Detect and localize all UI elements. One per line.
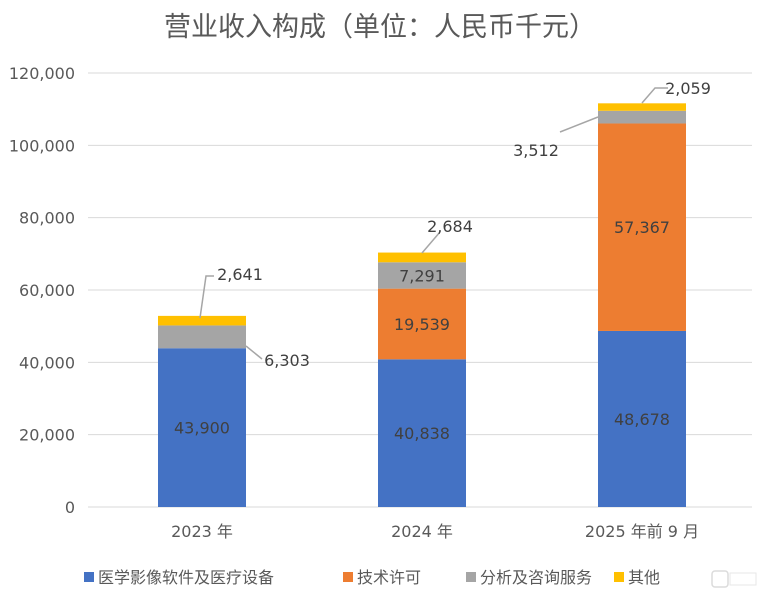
legend-swatch xyxy=(466,572,476,582)
legend-label: 其他 xyxy=(628,568,660,587)
data-label: 6,303 xyxy=(264,351,310,370)
bar-segment xyxy=(378,252,466,263)
data-label: 2,059 xyxy=(665,79,711,98)
legend-label: 医学影像软件及医疗设备 xyxy=(98,568,274,587)
y-tick-label: 60,000 xyxy=(19,281,75,300)
data-label: 2,684 xyxy=(427,217,473,236)
x-tick-label: 2024 年 xyxy=(391,522,453,541)
y-tick-label: 120,000 xyxy=(9,64,75,83)
y-tick-label: 80,000 xyxy=(19,209,75,228)
legend-label: 分析及咨询服务 xyxy=(480,568,592,587)
data-label: 43,900 xyxy=(174,419,230,438)
bar-segment xyxy=(598,103,686,111)
chart-title: 营业收入构成（单位：人民币千元） xyxy=(164,12,596,43)
x-tick-label: 2023 年 xyxy=(171,522,233,541)
bar-segment xyxy=(158,315,246,326)
y-tick-label: 40,000 xyxy=(19,353,75,372)
bar-segment xyxy=(598,110,686,124)
data-label: 57,367 xyxy=(614,218,670,237)
data-label: 19,539 xyxy=(394,315,450,334)
data-label: 3,512 xyxy=(513,141,559,160)
data-label: 40,838 xyxy=(394,424,450,443)
x-tick-label: 2025 年前 9 月 xyxy=(585,522,699,541)
legend-swatch xyxy=(84,572,94,582)
y-tick-label: 20,000 xyxy=(19,426,75,445)
bar-segment xyxy=(378,359,466,507)
data-label: 48,678 xyxy=(614,410,670,429)
legend-swatch xyxy=(343,572,353,582)
legend-swatch xyxy=(614,572,624,582)
bar-segment xyxy=(158,325,246,349)
leader-line xyxy=(641,87,668,104)
bar-segment xyxy=(158,348,246,507)
bar-segment xyxy=(598,330,686,507)
bar-segment xyxy=(598,123,686,331)
y-tick-label: 0 xyxy=(65,498,75,517)
bar-segment xyxy=(378,262,466,289)
leader-line xyxy=(199,275,214,319)
data-label: 2,641 xyxy=(217,265,263,284)
leader-line xyxy=(421,231,441,254)
watermark-logo xyxy=(711,570,757,588)
leader-line xyxy=(245,345,263,360)
y-tick-label: 100,000 xyxy=(9,136,75,155)
bar-segment xyxy=(378,288,466,360)
data-label: 7,291 xyxy=(399,266,445,285)
leader-line xyxy=(559,116,599,133)
legend-label: 技术许可 xyxy=(357,568,421,587)
